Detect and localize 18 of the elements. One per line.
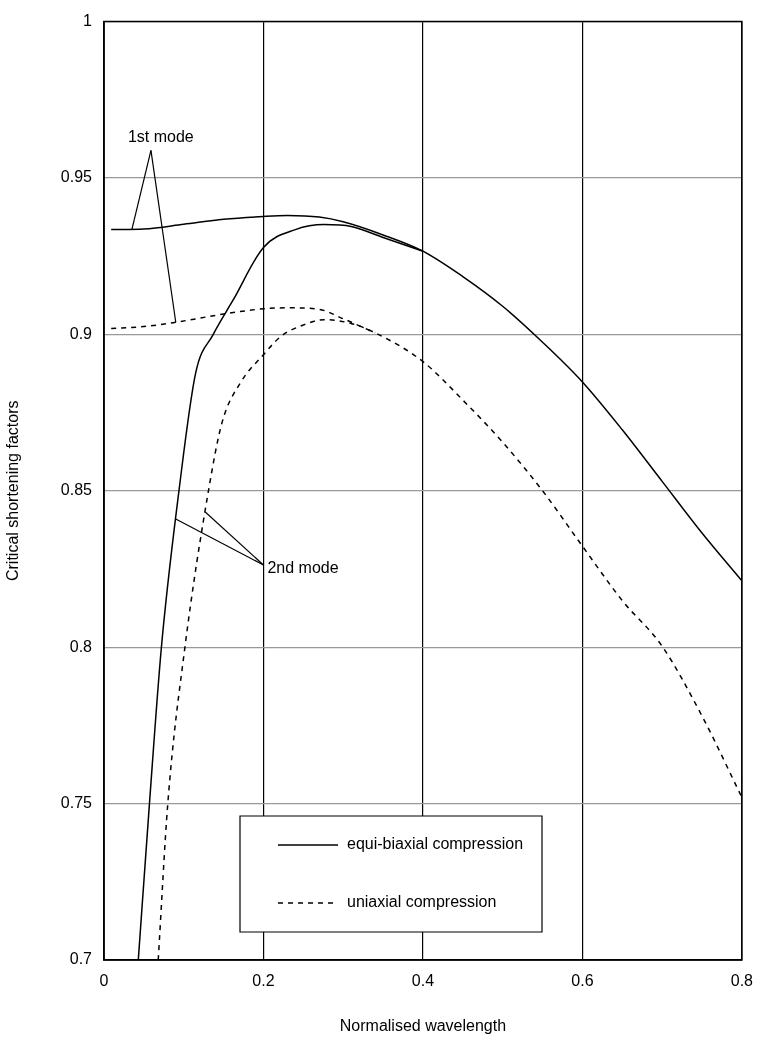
x-tick-label: 0.4: [411, 972, 435, 990]
annotation: 2nd mode: [267, 559, 339, 577]
x-axis-title: Normalised wavelength: [339, 1016, 507, 1034]
legend-label: uniaxial compression: [347, 893, 497, 911]
y-tick-label: 0.8: [69, 637, 93, 655]
y-tick-label: 1: [83, 12, 93, 30]
y-tick-label: 0.95: [60, 168, 93, 186]
y-axis-title: Critical shortening factors: [4, 400, 22, 582]
y-tick-label: 0.9: [69, 324, 93, 342]
x-tick-label: 0: [99, 972, 109, 990]
x-tick-label: 0.6: [571, 972, 594, 990]
annotation: 1st mode: [127, 127, 194, 145]
x-tick-label: 0.2: [252, 972, 275, 990]
y-tick-label: 0.85: [60, 481, 93, 499]
y-tick-label: 0.75: [60, 794, 93, 812]
y-tick-label: 0.7: [69, 950, 93, 968]
legend-label: equi-biaxial compression: [347, 835, 524, 853]
x-tick-label: 0.8: [730, 972, 754, 990]
